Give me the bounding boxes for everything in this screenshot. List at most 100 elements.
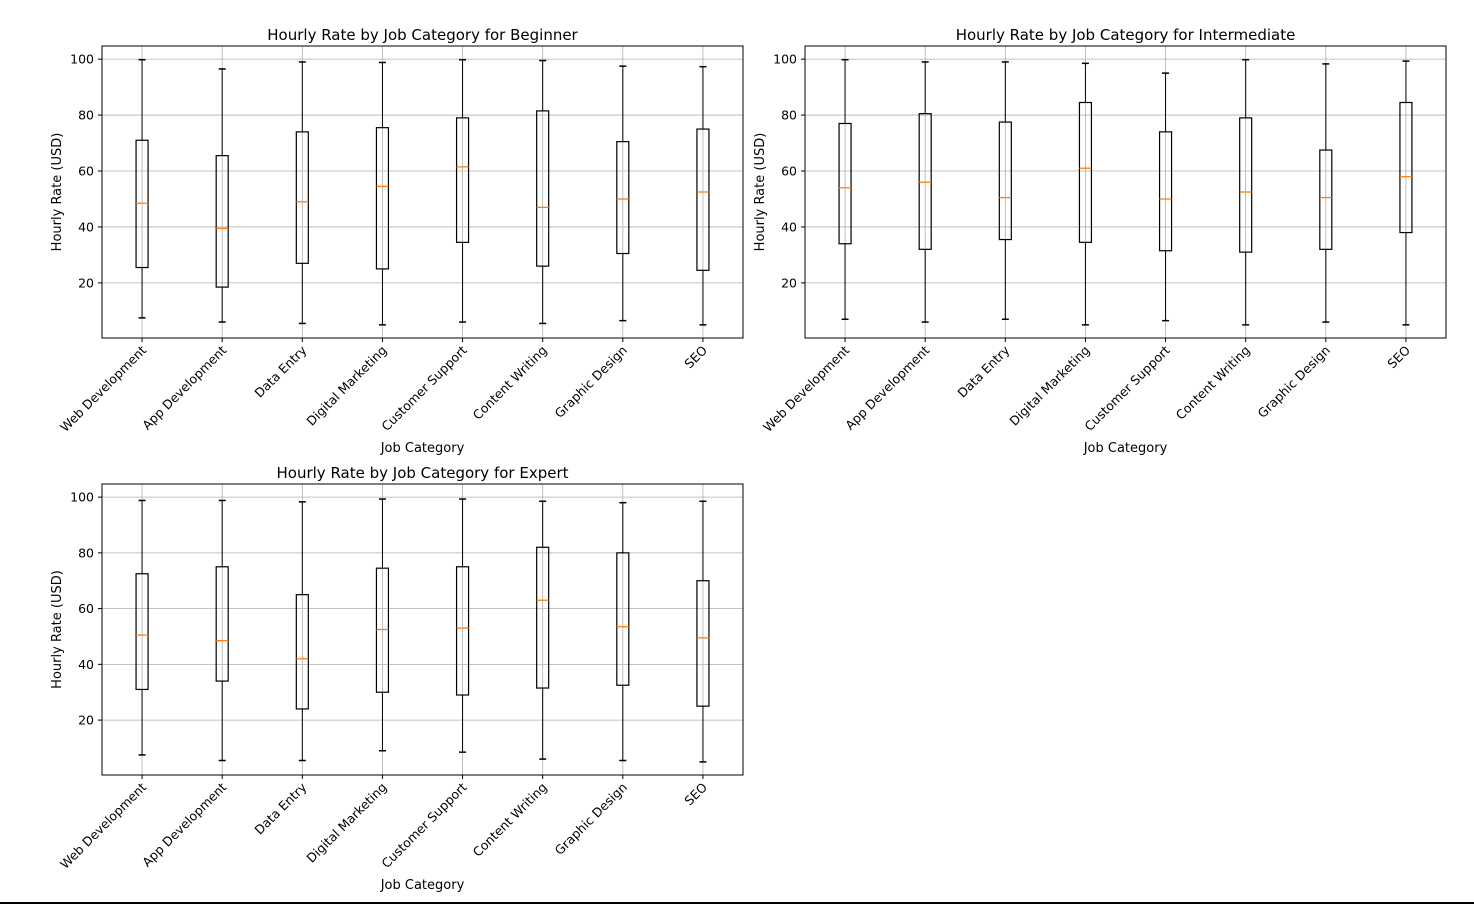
box-digital-marketing <box>375 498 390 752</box>
box-content-writing <box>536 500 550 760</box>
box-graphic-design <box>616 65 630 322</box>
y-tick-label: 20 <box>78 275 94 290</box>
box-content-writing <box>536 59 550 325</box>
box-app-development <box>215 499 229 762</box>
y-tick-label: 40 <box>78 219 94 234</box>
x-axis-label: Job Category <box>1083 441 1168 456</box>
y-tick-label: 60 <box>78 164 94 179</box>
iqr-box <box>1239 117 1253 253</box>
y-axis-label: Hourly Rate (USD) <box>50 133 65 252</box>
y-axis-label: Hourly Rate (USD) <box>50 570 65 689</box>
box-graphic-design <box>616 501 630 762</box>
x-tick-label: Digital Marketing <box>1006 343 1092 429</box>
iqr-box <box>918 113 932 250</box>
iqr-box <box>838 122 852 245</box>
iqr-box <box>375 127 390 270</box>
box-customer-support <box>455 498 470 753</box>
iqr-box <box>135 139 149 269</box>
x-tick-label: Content Writing <box>1173 343 1253 423</box>
box-web-development <box>838 58 852 321</box>
y-tick-label: 60 <box>78 601 94 616</box>
box-web-development <box>135 499 149 756</box>
x-tick-label: Digital Marketing <box>303 780 389 866</box>
x-tick-label: Graphic Design <box>552 343 630 421</box>
y-tick-label: 100 <box>70 52 94 67</box>
x-tick-label: Web Development <box>57 342 149 434</box>
iqr-box <box>616 552 630 686</box>
iqr-box <box>536 546 550 689</box>
x-tick-label: SEO <box>1384 342 1413 371</box>
iqr-box <box>215 155 229 288</box>
iqr-box <box>375 567 390 693</box>
iqr-box <box>1319 149 1333 250</box>
x-tick-label: SEO <box>681 342 710 371</box>
chart-title: Hourly Rate by Job Category for Expert <box>277 464 569 482</box>
iqr-box <box>616 141 630 255</box>
iqr-box <box>536 110 550 267</box>
y-tick-label: 80 <box>78 545 94 560</box>
box-graphic-design <box>1319 63 1333 323</box>
box-seo <box>696 500 710 763</box>
x-tick-label: App Development <box>842 342 932 432</box>
chart-title: Hourly Rate by Job Category for Beginner <box>267 26 578 44</box>
iqr-box <box>455 117 470 243</box>
y-tick-label: 40 <box>78 657 94 672</box>
axes-frame <box>101 45 744 339</box>
box-app-development <box>215 68 229 323</box>
x-axis-label: Job Category <box>380 878 465 893</box>
iqr-box <box>295 594 309 710</box>
iqr-box <box>295 131 309 264</box>
iqr-box <box>1158 131 1173 252</box>
y-axis-label: Hourly Rate (USD) <box>753 133 768 252</box>
box-content-writing <box>1239 58 1253 326</box>
box-customer-support <box>455 58 470 323</box>
box-digital-marketing <box>375 61 390 326</box>
x-tick-label: Content Writing <box>470 343 550 423</box>
box-app-development <box>918 61 932 323</box>
box-data-entry <box>295 61 309 325</box>
box-customer-support <box>1158 72 1173 322</box>
box-data-entry <box>998 61 1012 321</box>
x-tick-label: Data Entry <box>251 342 309 400</box>
box-data-entry <box>295 501 309 762</box>
box-seo <box>696 65 710 326</box>
iqr-box <box>696 128 710 271</box>
x-tick-label: Graphic Design <box>1255 343 1333 421</box>
y-tick-label: 60 <box>781 164 797 179</box>
iqr-box <box>998 121 1012 241</box>
iqr-box <box>215 566 229 682</box>
x-tick-label: App Development <box>139 342 229 432</box>
iqr-box <box>1399 101 1413 234</box>
x-tick-label: Web Development <box>760 342 852 434</box>
box-web-development <box>135 58 149 319</box>
bottom-border <box>0 902 1474 904</box>
axes-frame <box>101 483 744 776</box>
x-tick-label: Graphic Design <box>552 780 630 858</box>
x-tick-label: Data Entry <box>954 342 1012 400</box>
x-tick-label: Web Development <box>57 779 149 871</box>
y-tick-label: 80 <box>781 108 797 123</box>
iqr-box <box>455 566 470 696</box>
x-tick-label: Data Entry <box>251 779 309 837</box>
box-seo <box>1399 60 1413 326</box>
iqr-box <box>135 573 149 691</box>
y-tick-label: 100 <box>773 52 797 67</box>
x-tick-label: Customer Support <box>1081 342 1172 433</box>
chart-title: Hourly Rate by Job Category for Intermed… <box>956 26 1296 44</box>
x-tick-label: Customer Support <box>378 779 469 870</box>
x-tick-label: Content Writing <box>470 780 550 860</box>
y-tick-label: 80 <box>78 108 94 123</box>
box-digital-marketing <box>1078 62 1093 326</box>
x-tick-label: Customer Support <box>378 342 469 433</box>
iqr-box <box>1078 101 1093 243</box>
axes-frame <box>804 45 1447 339</box>
x-axis-label: Job Category <box>380 441 465 456</box>
iqr-box <box>696 580 710 707</box>
x-tick-label: SEO <box>681 779 710 808</box>
y-tick-label: 100 <box>70 490 94 505</box>
y-tick-label: 40 <box>781 219 797 234</box>
